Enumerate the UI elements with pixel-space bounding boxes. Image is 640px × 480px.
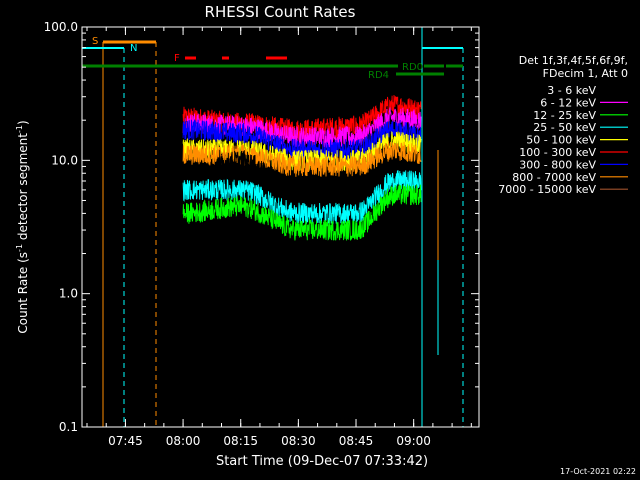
y-tick-label: 0.1 [59, 420, 78, 434]
series-curve [182, 107, 422, 149]
legend-label: 300 - 800 keV [519, 158, 596, 171]
x-tick-label: 07:45 [108, 434, 143, 448]
x-tick-label: 08:30 [281, 434, 316, 448]
y-axis-label: Count Rate (s-1 detector segment-1) [15, 120, 30, 333]
series-curve [182, 119, 422, 161]
x-axis-label: Start Time (09-Dec-07 07:33:42) [216, 454, 428, 469]
y-axis-ticks: 0.1 1.0 10.0 100.0 [44, 20, 479, 434]
flag-label-rd0: RD0 [402, 62, 423, 73]
series-curve [182, 184, 422, 241]
x-tick-label: 08:45 [339, 434, 374, 448]
x-tick-label: 08:15 [223, 434, 258, 448]
flag-label-rd4: RD4 [368, 70, 389, 81]
legend: Det 1f,3f,4f,5f,6f,9f, FDecim 1, Att 0 3… [498, 54, 628, 196]
legend-label: 100 - 300 keV [519, 146, 596, 159]
y-tick-label: 100.0 [44, 20, 78, 34]
flag-label-s: S [92, 36, 98, 47]
y-tick-label: 1.0 [59, 287, 78, 301]
legend-label: 800 - 7000 keV [512, 171, 596, 184]
x-axis-ticks: 07:45 08:00 08:15 08:30 08:45 09:00 [86, 27, 472, 448]
legend-header-2: FDecim 1, Att 0 [543, 67, 628, 80]
legend-label: 3 - 6 keV [547, 84, 596, 97]
chart-title: RHESSI Count Rates [205, 3, 356, 21]
series-curve [182, 141, 422, 177]
timestamp: 17-Oct-2021 02:22 [560, 467, 636, 476]
series-curve [182, 94, 422, 141]
legend-header-1: Det 1f,3f,4f,5f,6f,9f, [519, 54, 628, 67]
flag-label-f: F [174, 53, 180, 64]
flag-lines [82, 27, 464, 427]
data-curves [182, 94, 422, 241]
legend-label: 7000 - 15000 keV [498, 183, 596, 196]
legend-label: 12 - 25 keV [533, 109, 596, 122]
x-tick-label: 08:00 [166, 434, 201, 448]
legend-label: 25 - 50 keV [533, 121, 596, 134]
legend-label: 6 - 12 keV [540, 96, 596, 109]
series-curve [182, 130, 422, 171]
y-tick-label: 10.0 [51, 153, 78, 167]
x-tick-label: 09:00 [396, 434, 431, 448]
plot-frame [81, 26, 480, 428]
legend-label: 50 - 100 keV [526, 134, 596, 147]
flag-label-n: N [130, 43, 137, 54]
